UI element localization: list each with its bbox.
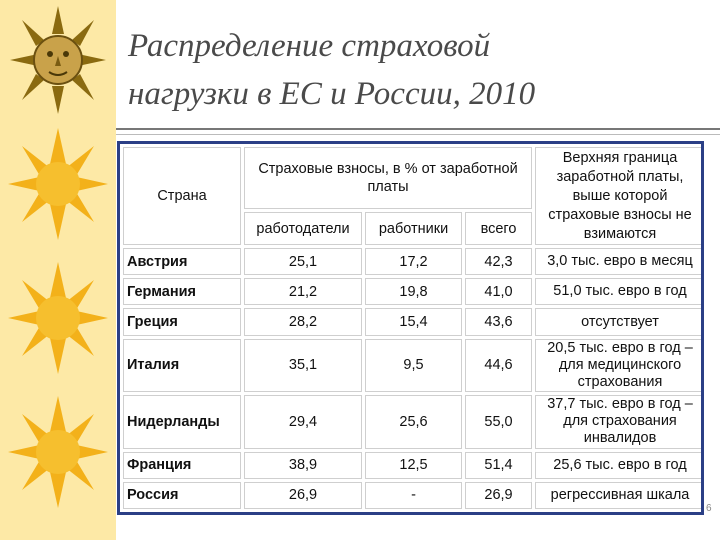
title-line-2: нагрузки в ЕС и России, 2010 — [128, 76, 536, 112]
row-employees: - — [365, 481, 462, 509]
row-country: Греция — [123, 308, 241, 336]
row-country: Франция — [123, 451, 241, 479]
row-employers: 21,2 — [244, 278, 362, 306]
row-employers: 38,9 — [244, 451, 362, 479]
header-total: всего — [465, 212, 533, 245]
row-total: 44,6 — [465, 338, 533, 393]
header-employers: работодатели — [244, 212, 362, 245]
table-row: Италия 35,1 9,5 44,6 20,5 тыс. евро в го… — [123, 338, 701, 393]
row-country: Австрия — [123, 248, 241, 276]
sun-face-icon — [10, 6, 106, 114]
row-ceiling: 25,6 тыс. евро в год — [535, 451, 701, 479]
row-employers: 29,4 — [244, 395, 362, 449]
sun-icon — [8, 128, 108, 240]
table-row: Франция 38,9 12,5 51,4 25,6 тыс. евро в … — [123, 451, 701, 479]
insurance-table-frame: Страна Страховые взносы, в % от заработн… — [117, 141, 704, 515]
table-row: Греция 28,2 15,4 43,6 отсутствует — [123, 308, 701, 336]
row-ceiling: 51,0 тыс. евро в год — [535, 278, 701, 306]
row-ceiling: 37,7 тыс. евро в год – для страхования и… — [535, 395, 701, 449]
header-country: Страна — [123, 147, 241, 245]
page-number: 6 — [706, 503, 712, 514]
insurance-burden-table: Страна Страховые взносы, в % от заработн… — [120, 144, 701, 512]
row-ceiling: регрессивная шкала — [535, 481, 701, 509]
row-ceiling: отсутствует — [535, 308, 701, 336]
row-employers: 35,1 — [244, 338, 362, 393]
slide-title: Распределение страховой нагрузки в ЕС и … — [128, 22, 708, 118]
sun-icon — [8, 262, 108, 374]
row-total: 41,0 — [465, 278, 533, 306]
row-total: 55,0 — [465, 395, 533, 449]
header-contributions: Страховые взносы, в % от заработной плат… — [244, 147, 533, 209]
title-divider — [116, 128, 720, 130]
row-employers: 28,2 — [244, 308, 362, 336]
sun-icon — [8, 396, 108, 508]
row-employees: 25,6 — [365, 395, 462, 449]
table-row: Австрия 25,1 17,2 42,3 3,0 тыс. евро в м… — [123, 248, 701, 276]
title-line-1: Распределение страховой — [128, 28, 491, 64]
row-employees: 9,5 — [365, 338, 462, 393]
row-employers: 25,1 — [244, 248, 362, 276]
row-ceiling: 3,0 тыс. евро в месяц — [535, 248, 701, 276]
row-total: 42,3 — [465, 248, 533, 276]
row-total: 26,9 — [465, 481, 533, 509]
table-row: Германия 21,2 19,8 41,0 51,0 тыс. евро в… — [123, 278, 701, 306]
row-total: 43,6 — [465, 308, 533, 336]
row-country: Германия — [123, 278, 241, 306]
row-total: 51,4 — [465, 451, 533, 479]
row-employees: 12,5 — [365, 451, 462, 479]
header-employees: работники — [365, 212, 462, 245]
title-divider-thin — [116, 134, 720, 135]
row-employees: 17,2 — [365, 248, 462, 276]
decorative-side-strip — [0, 0, 116, 540]
row-country: Нидерланды — [123, 395, 241, 449]
row-employees: 19,8 — [365, 278, 462, 306]
table-row: Россия 26,9 - 26,9 регрессивная шкала — [123, 481, 701, 509]
row-employers: 26,9 — [244, 481, 362, 509]
row-ceiling: 20,5 тыс. евро в год – для медицинского … — [535, 338, 701, 393]
table-row: Нидерланды 29,4 25,6 55,0 37,7 тыс. евро… — [123, 395, 701, 449]
row-country: Россия — [123, 481, 241, 509]
row-employees: 15,4 — [365, 308, 462, 336]
row-country: Италия — [123, 338, 241, 393]
header-ceiling: Верхняя граница заработной платы, выше к… — [535, 147, 701, 245]
